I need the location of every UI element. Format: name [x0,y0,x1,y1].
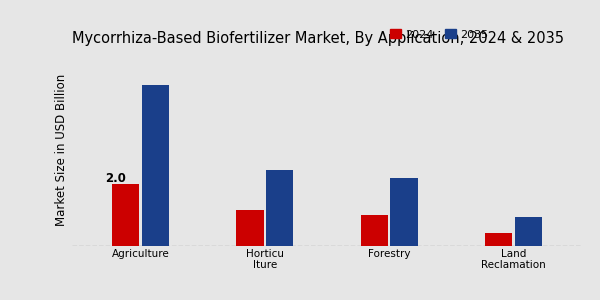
Bar [236,210,263,246]
Bar [361,215,388,246]
Text: Mycorrhiza-Based Biofertilizer Market, By Application, 2024 & 2035: Mycorrhiza-Based Biofertilizer Market, B… [72,31,564,46]
Bar [142,85,169,246]
Legend: 2024, 2035: 2024, 2035 [385,25,493,44]
Text: 2.0: 2.0 [106,172,127,185]
Bar [485,233,512,246]
Y-axis label: Market Size in USD Billion: Market Size in USD Billion [55,74,68,226]
Bar [515,217,542,246]
Bar [391,178,418,246]
Bar [266,170,293,246]
Bar [112,184,139,246]
